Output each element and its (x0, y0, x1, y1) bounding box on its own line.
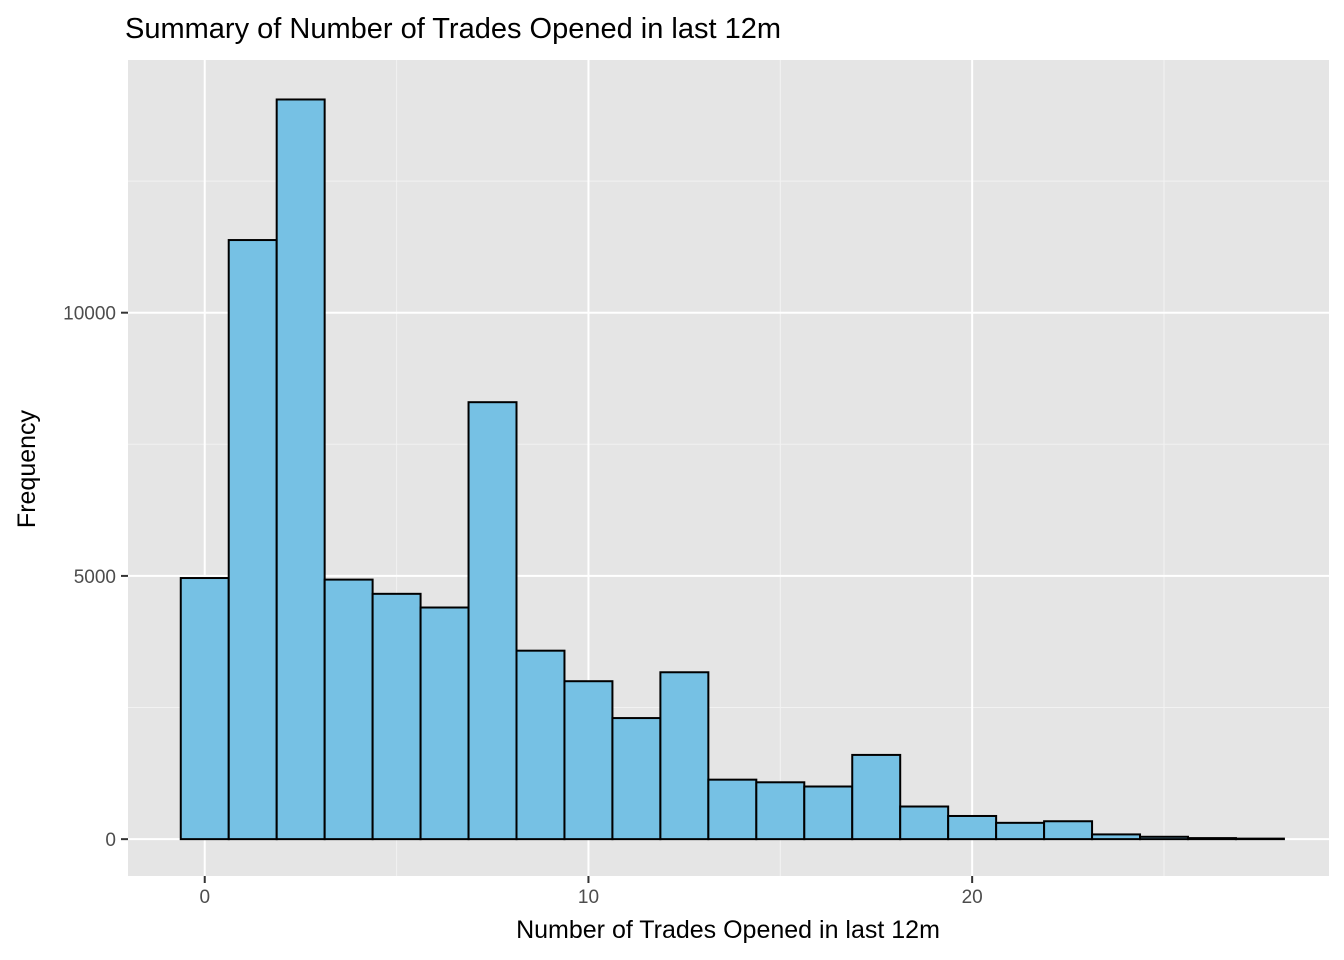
histogram-bar (227, 239, 278, 841)
x-axis-title: Number of Trades Opened in last 12m (516, 916, 940, 944)
histogram-bar (563, 680, 614, 841)
histogram-bar (179, 577, 230, 841)
histogram-bar (659, 671, 710, 841)
y-tick-label: 5000 (74, 567, 116, 588)
y-tick-label: 10000 (63, 304, 116, 325)
histogram-bar (1139, 835, 1189, 841)
histogram-bar (947, 814, 998, 841)
histogram-bar (419, 606, 470, 841)
x-tick-label: 10 (578, 887, 599, 908)
histogram-bar (995, 821, 1046, 841)
axes: 0 10 20 0 5000 10000 (63, 304, 983, 908)
histogram-bar (1186, 837, 1237, 841)
histogram-bar (323, 578, 374, 841)
histogram-bar (1043, 820, 1094, 841)
histogram-bar (515, 649, 566, 841)
histogram-bar (467, 401, 518, 841)
histogram-bar (611, 717, 662, 841)
y-tick-label: 0 (105, 830, 116, 851)
histogram-bar (803, 785, 854, 841)
chart-title: Summary of Number of Trades Opened in la… (125, 13, 781, 45)
histogram-bar (371, 592, 422, 841)
histogram-bar (899, 805, 950, 841)
histogram-bar (275, 98, 326, 841)
histogram-bar (707, 778, 758, 841)
histogram-bar (1234, 837, 1285, 841)
x-tick-label: 20 (962, 887, 983, 908)
y-axis-title: Frequency (13, 409, 41, 528)
histogram-bar (851, 753, 902, 841)
x-tick-label: 0 (199, 887, 210, 908)
histogram-bars (179, 98, 1285, 841)
histogram-bar (755, 781, 806, 841)
histogram-bar (1091, 833, 1142, 841)
